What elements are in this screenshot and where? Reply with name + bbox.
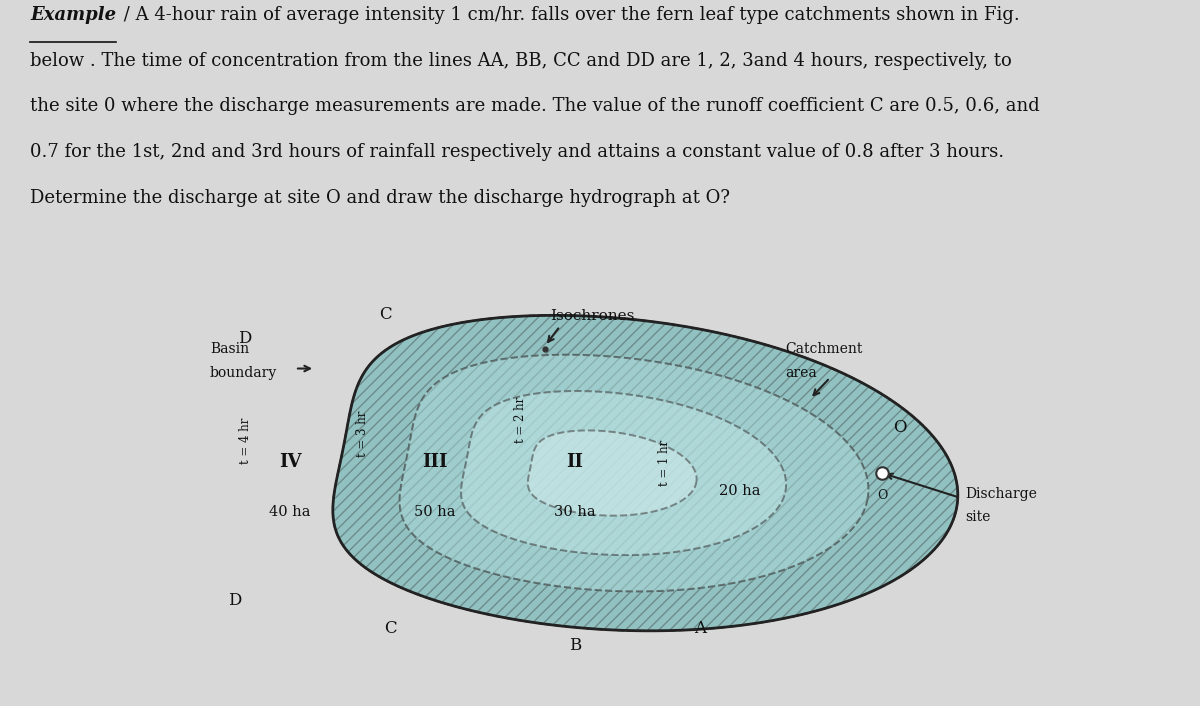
Text: C: C [379, 306, 391, 323]
Polygon shape [528, 431, 697, 515]
Text: 50 ha: 50 ha [414, 505, 456, 519]
Text: / A 4-hour rain of average intensity 1 cm/hr. falls over the fern leaf type catc: / A 4-hour rain of average intensity 1 c… [118, 6, 1019, 24]
Text: below . The time of concentration from the lines AA, BB, CC and DD are 1, 2, 3an: below . The time of concentration from t… [30, 52, 1012, 70]
Text: II: II [566, 453, 583, 472]
Text: 20 ha: 20 ha [719, 484, 761, 498]
Text: 30 ha: 30 ha [554, 505, 596, 519]
Text: III: III [422, 453, 448, 472]
Text: A: A [694, 620, 706, 637]
Polygon shape [461, 391, 786, 555]
Polygon shape [332, 316, 958, 631]
Text: Catchment: Catchment [785, 342, 863, 357]
Text: Example: Example [30, 6, 116, 24]
Text: O: O [877, 489, 887, 502]
Text: 0.7 for the 1st, 2nd and 3rd hours of rainfall respectively and attains a consta: 0.7 for the 1st, 2nd and 3rd hours of ra… [30, 143, 1004, 161]
Text: D: D [228, 592, 241, 609]
Text: Isochrones: Isochrones [550, 309, 635, 323]
Text: t = 4 hr: t = 4 hr [239, 418, 252, 465]
Text: B: B [569, 638, 581, 654]
Text: 40 ha: 40 ha [269, 505, 311, 519]
Polygon shape [461, 391, 786, 555]
Text: t = 2 hr: t = 2 hr [514, 397, 527, 443]
Text: D: D [239, 330, 252, 347]
Polygon shape [332, 316, 958, 631]
Text: Determine the discharge at site O and draw the discharge hydrograph at O?: Determine the discharge at site O and dr… [30, 189, 730, 206]
Text: t = 1 hr: t = 1 hr [659, 439, 672, 486]
Text: boundary: boundary [210, 366, 277, 380]
Text: area: area [785, 366, 817, 380]
Text: IV: IV [278, 453, 301, 472]
Text: C: C [384, 620, 396, 637]
Text: site: site [965, 510, 990, 524]
Text: O: O [893, 419, 907, 436]
Text: Discharge: Discharge [965, 487, 1037, 501]
Polygon shape [400, 355, 869, 592]
Polygon shape [400, 355, 869, 592]
Text: Basin: Basin [210, 342, 250, 357]
Polygon shape [528, 431, 697, 515]
Polygon shape [332, 316, 958, 631]
Text: the site 0 where the discharge measurements are made. The value of the runoff co: the site 0 where the discharge measureme… [30, 97, 1039, 115]
Text: t = 3 hr: t = 3 hr [355, 411, 368, 457]
